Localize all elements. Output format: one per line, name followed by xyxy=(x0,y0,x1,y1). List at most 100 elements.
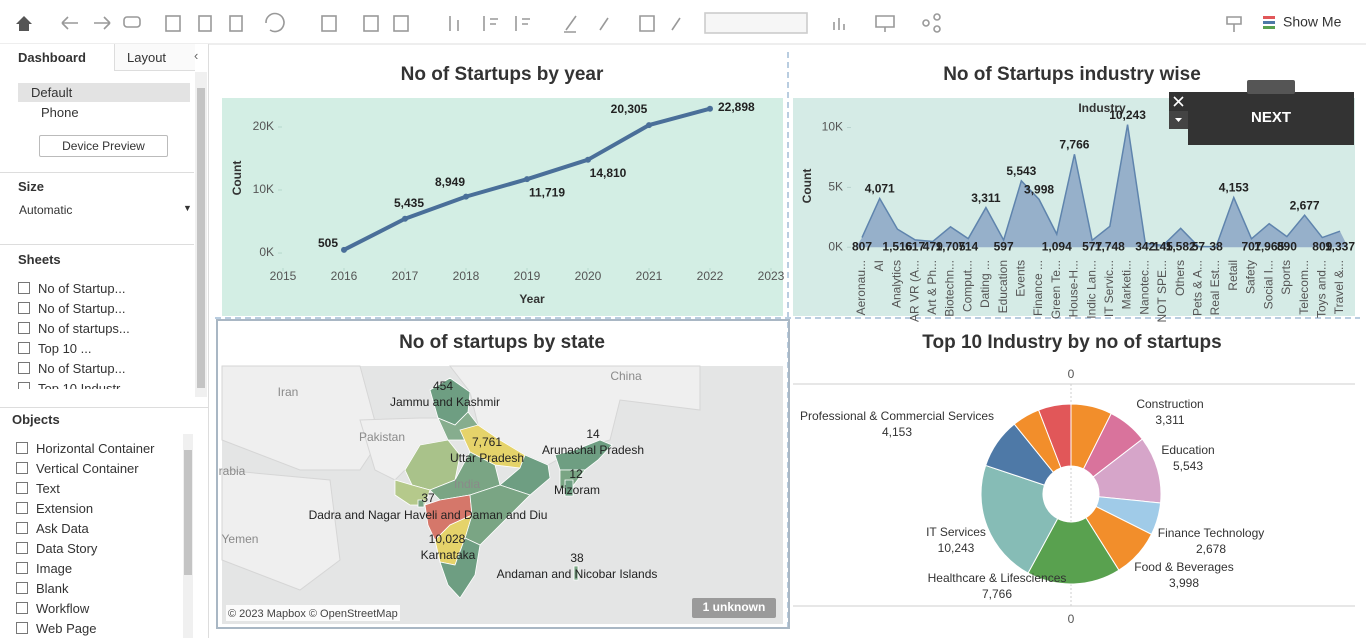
object-name[interactable]: Blank xyxy=(36,581,69,596)
show-me-icon[interactable] xyxy=(1263,21,1275,24)
scrollbar-thumb[interactable] xyxy=(197,88,205,388)
x-tick-label: NOT SPE... xyxy=(1155,260,1169,322)
object-item[interactable]: Horizontal Container xyxy=(16,441,155,456)
x-tick-label: 2018 xyxy=(453,269,480,283)
object-name[interactable]: Data Story xyxy=(36,541,98,556)
selected-zone xyxy=(216,319,790,629)
value-label: 38 xyxy=(1209,239,1223,253)
point xyxy=(646,122,652,129)
scrollbar-thumb[interactable] xyxy=(184,450,192,575)
tab-active[interactable] xyxy=(0,44,114,72)
point xyxy=(341,246,347,253)
value-label: 8,949 xyxy=(435,175,465,189)
object-item[interactable]: Ask Data xyxy=(16,521,89,536)
x-tick-label: Retail xyxy=(1226,260,1240,291)
sheet-item[interactable]: No of Startup... xyxy=(18,301,125,316)
y-axis-title: Count xyxy=(800,169,814,204)
object-item[interactable]: Image xyxy=(16,561,72,576)
map-attribution: © 2023 Mapbox © OpenStreetMap xyxy=(228,608,398,620)
tab[interactable] xyxy=(114,44,195,71)
axis-label: 0 xyxy=(1068,367,1075,381)
sheet-item[interactable]: No of Startup... xyxy=(18,281,125,296)
object-name[interactable]: Text xyxy=(36,481,60,496)
tab-label[interactable]: Dashboard xyxy=(18,50,86,65)
y-axis-title: Count xyxy=(230,161,244,196)
object-name[interactable]: Workflow xyxy=(36,601,90,616)
menu-icon[interactable] xyxy=(1175,118,1182,122)
axis-label: 0 xyxy=(1068,612,1075,626)
size-select[interactable]: Automatic xyxy=(19,203,73,217)
sheet-item[interactable]: Top 10 Industr... xyxy=(18,381,131,389)
home-icon[interactable] xyxy=(16,16,32,31)
value-label: 5,543 xyxy=(1006,164,1036,178)
toolbar-icons[interactable] xyxy=(61,12,1242,34)
device-item[interactable]: Default xyxy=(31,85,73,100)
map-state-label: Mizoram xyxy=(554,483,600,497)
value-label: 4,071 xyxy=(865,182,895,196)
object-name[interactable]: Extension xyxy=(36,501,94,516)
sheet-name[interactable]: Top 10 Industr... xyxy=(38,381,131,389)
object-item[interactable]: Text xyxy=(16,481,60,496)
slice-value: 3,998 xyxy=(1169,576,1199,590)
collapse-icon[interactable]: ‹ xyxy=(194,48,199,63)
slice-value: 2,678 xyxy=(1196,542,1226,556)
object-name[interactable]: Vertical Container xyxy=(36,461,139,476)
sheet-name[interactable]: No of startups... xyxy=(38,321,130,336)
section-title: Size xyxy=(18,179,45,194)
sheet-name[interactable]: No of Startup... xyxy=(38,281,126,296)
sheet-item[interactable]: Top 10 ... xyxy=(18,341,91,356)
value-label: 5,435 xyxy=(394,196,424,210)
value-label: 11,719 xyxy=(529,185,565,199)
object-name[interactable]: Ask Data xyxy=(36,521,89,536)
map-place-label: India xyxy=(454,477,480,491)
object-item[interactable]: Web Page xyxy=(16,621,96,636)
show-me-icon[interactable] xyxy=(1263,16,1275,19)
value-label: 7,766 xyxy=(1059,137,1089,151)
object-name[interactable]: Web Page xyxy=(36,621,97,636)
object-item[interactable]: Extension xyxy=(16,501,93,516)
slice-value: 5,543 xyxy=(1173,459,1203,473)
sheet-name[interactable]: No of Startup... xyxy=(38,301,126,316)
selected-row xyxy=(18,83,190,102)
next-button[interactable]: NEXT xyxy=(1251,109,1291,126)
x-tick-label: Safety xyxy=(1244,260,1258,294)
pie-slice xyxy=(1037,403,1072,469)
sheet-name[interactable]: No of Startup... xyxy=(38,361,126,376)
sheet-item[interactable]: No of startups... xyxy=(18,321,130,336)
tab-label[interactable]: Layout xyxy=(127,50,167,65)
object-name[interactable]: Horizontal Container xyxy=(36,441,155,456)
object-item[interactable]: Vertical Container xyxy=(16,461,139,476)
value-label: 1,516 xyxy=(882,239,912,253)
value-label: 57 xyxy=(1192,239,1206,253)
unknown-badge[interactable] xyxy=(692,598,776,618)
pie-slice xyxy=(980,464,1059,574)
unknown-label[interactable]: 1 unknown xyxy=(703,600,766,614)
value-label: 1,582 xyxy=(1166,239,1196,253)
show-me[interactable]: Show Me xyxy=(1283,14,1342,30)
value-label: 10,243 xyxy=(1109,108,1146,122)
object-item[interactable]: Blank xyxy=(16,581,69,596)
close-icon[interactable] xyxy=(1173,96,1184,107)
y-tick-label: 10K xyxy=(822,120,843,134)
sheet-name[interactable]: Top 10 ... xyxy=(38,341,92,356)
state xyxy=(573,565,579,581)
point xyxy=(585,156,591,163)
area-line xyxy=(861,124,1341,248)
dropdown-icon[interactable]: ▼ xyxy=(183,203,192,213)
device-preview-button[interactable]: Device Preview xyxy=(39,135,168,157)
pie-slice xyxy=(1027,517,1120,585)
neighbor-countries xyxy=(221,365,701,591)
slice-label: Education xyxy=(1161,443,1214,457)
sheet-item[interactable]: No of Startup... xyxy=(18,361,125,376)
object-item[interactable]: Workflow xyxy=(16,601,89,616)
x-tick-label: IT Servic... xyxy=(1102,260,1116,317)
object-item[interactable]: Data Story xyxy=(16,541,97,556)
show-me-icon[interactable] xyxy=(1263,26,1275,29)
x-tick-label: Green Te... xyxy=(1049,260,1063,319)
x-tick-label: 2023 xyxy=(758,269,785,283)
separator xyxy=(0,244,194,245)
device-item[interactable]: Phone xyxy=(41,105,79,120)
value-label: 20,305 xyxy=(611,102,648,116)
object-name[interactable]: Image xyxy=(36,561,73,576)
value-label: 14,810 xyxy=(590,166,627,180)
